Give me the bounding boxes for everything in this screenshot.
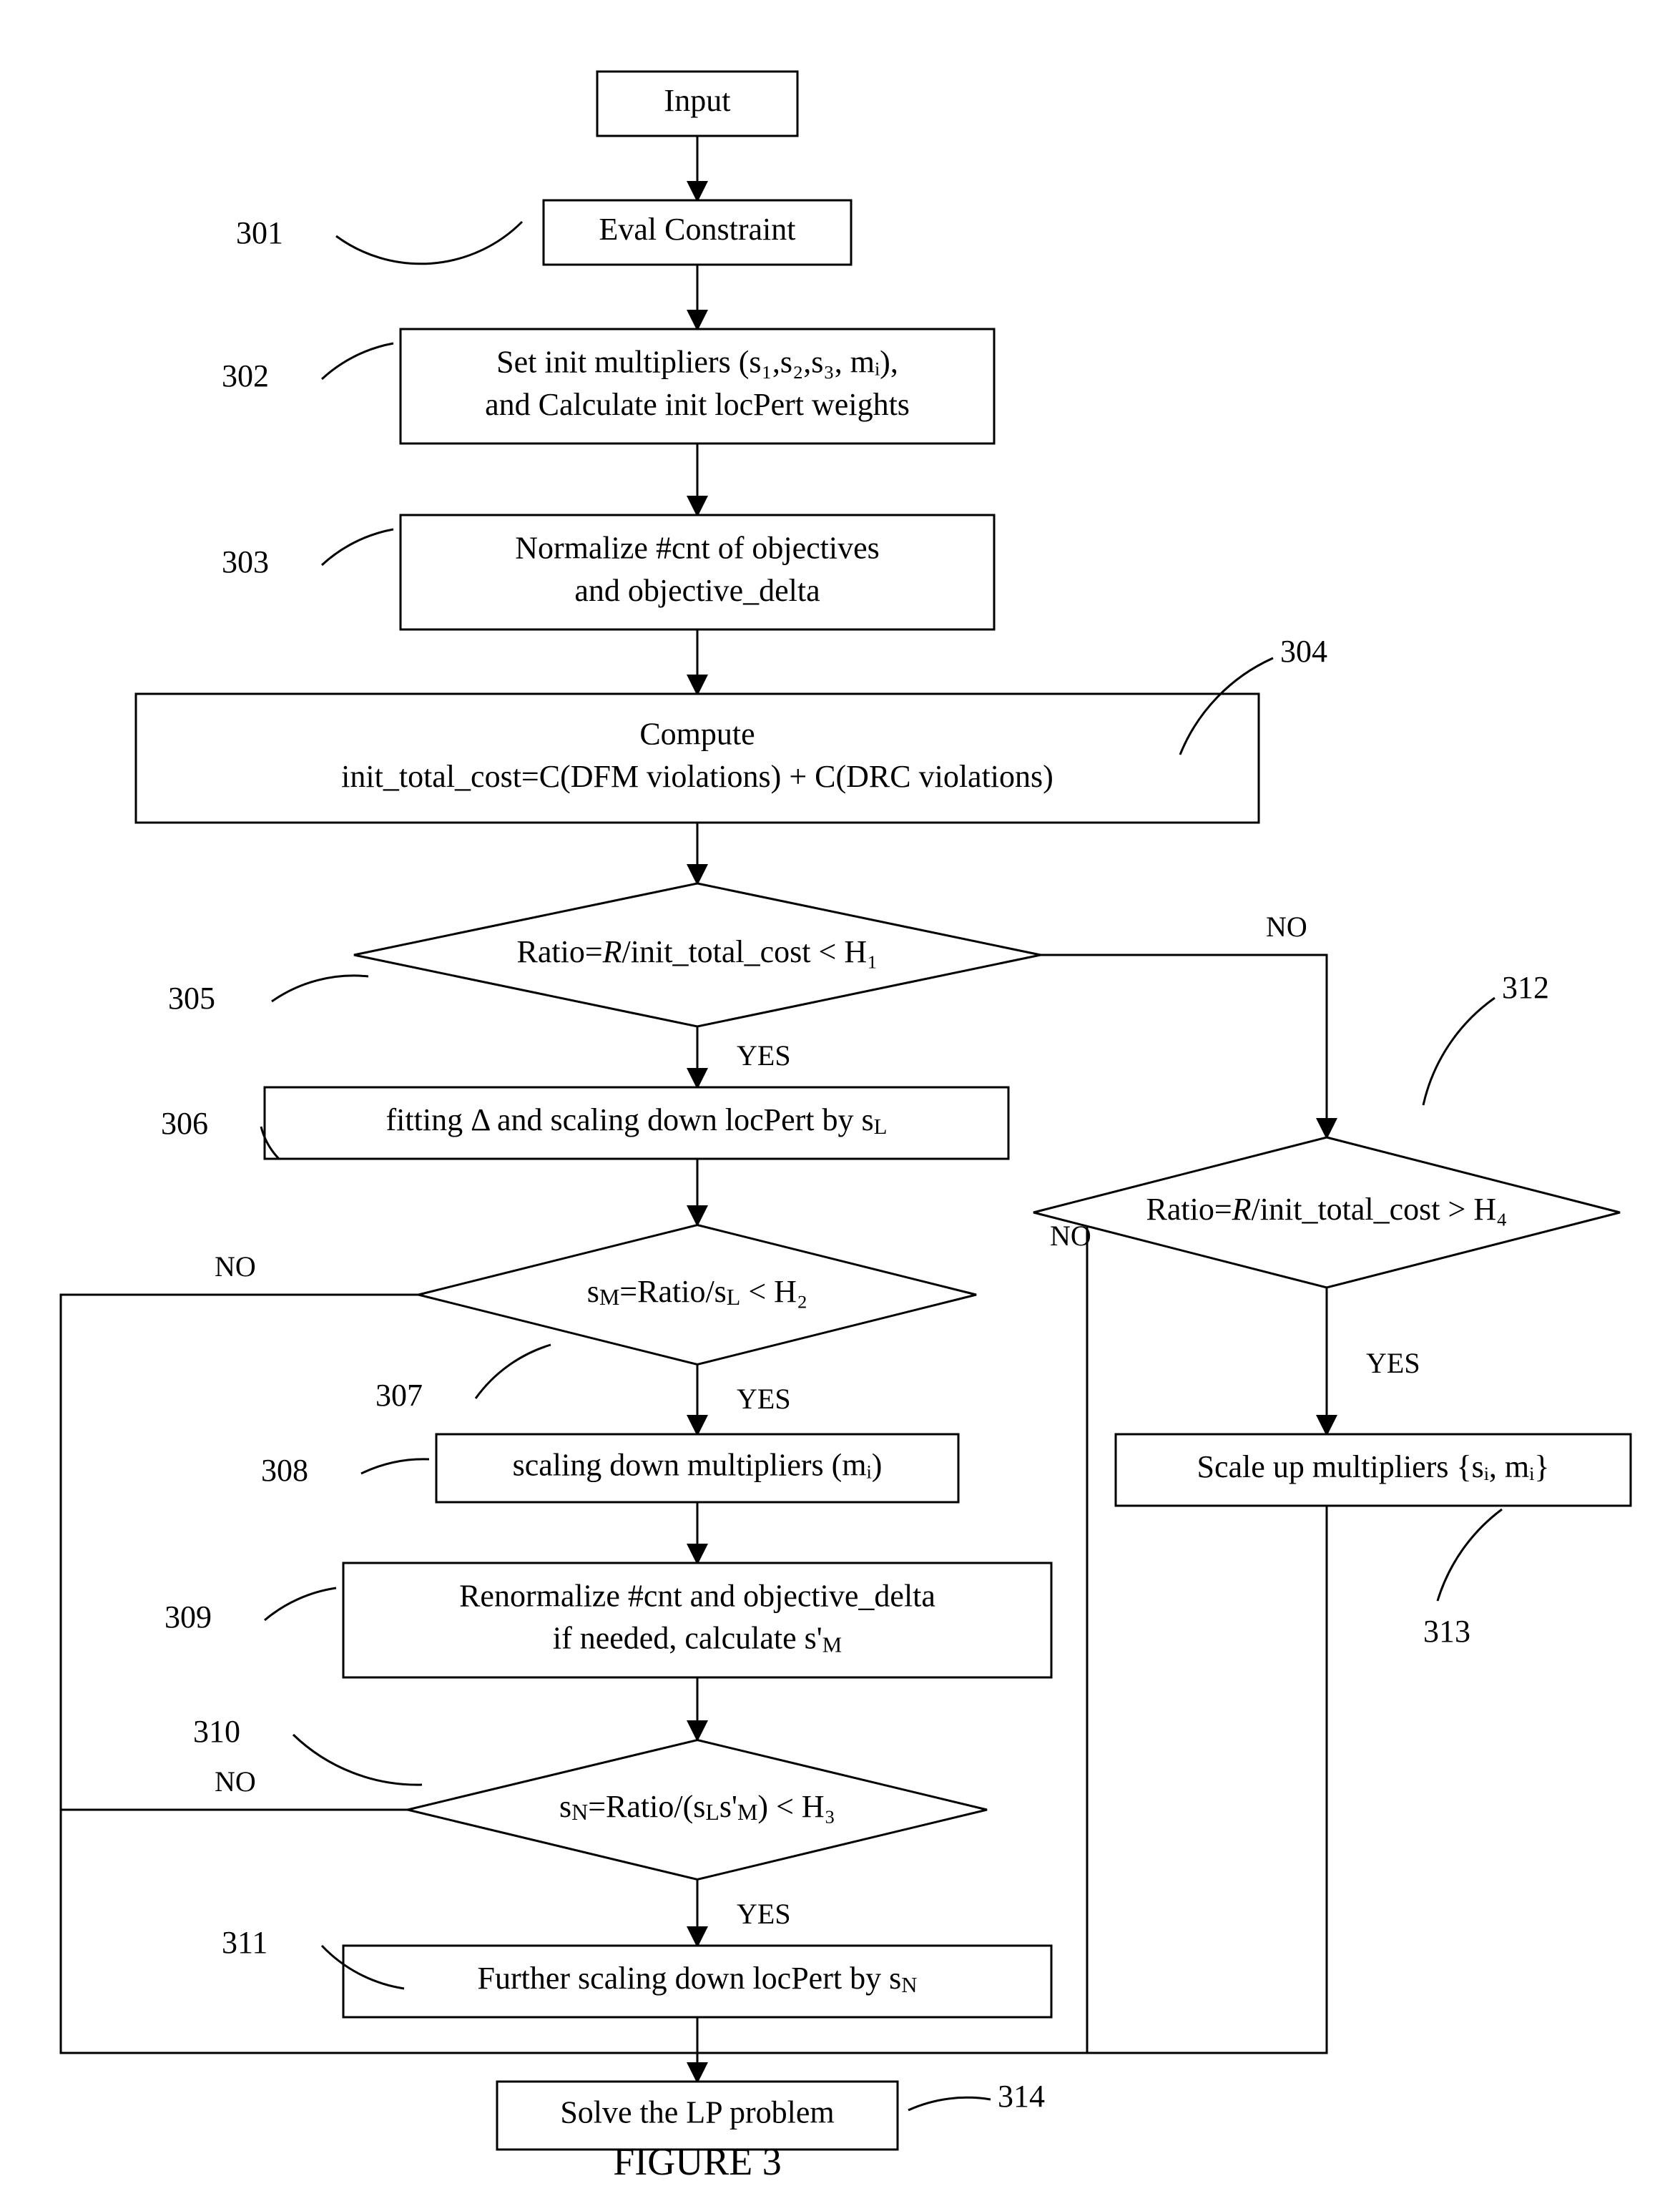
callout-leader [293, 1735, 422, 1785]
callout-ref: 312 [1502, 970, 1549, 1005]
callout-ref: 307 [375, 1378, 423, 1413]
callout-leader [272, 976, 368, 1001]
node-text: Scale up multipliers {sᵢ, mᵢ} [1197, 1449, 1550, 1484]
callout-leader [265, 1588, 336, 1620]
callout-leader [361, 1459, 429, 1474]
edge-label: NO [215, 1250, 256, 1283]
callout-ref: 303 [222, 544, 269, 579]
decision-text: sN=Ratio/(sLs'M) < H₃ [559, 1789, 835, 1825]
flow-edge [1041, 955, 1327, 1137]
callout-ref: 301 [236, 215, 283, 250]
node-text: Compute [639, 716, 755, 751]
node-text: Normalize #cnt of objectives [515, 530, 879, 565]
node-text: Solve the LP problem [560, 2095, 834, 2130]
flowchart-canvas: YESYESYESNOYESNONONOInputEval Constraint… [0, 0, 1680, 2186]
node-text: Set init multipliers (s₁,s₂,s₃, mᵢ), [496, 344, 898, 379]
callout-leader [908, 2097, 991, 2110]
callout-ref: 306 [161, 1106, 208, 1141]
node-text: Renormalize #cnt and objective_delta [459, 1578, 935, 1613]
callout-ref: 310 [193, 1714, 240, 1749]
figure-caption: FIGURE 3 [613, 2140, 782, 2183]
node-text: init_total_cost=C(DFM violations) + C(DR… [341, 759, 1053, 794]
decision-text: sM=Ratio/sL < H₂ [587, 1274, 808, 1310]
decision-text: Ratio=R/init_total_cost > H₄ [1146, 1192, 1508, 1227]
callout-leader [1438, 1509, 1502, 1601]
callout-ref: 311 [222, 1925, 267, 1960]
edge-label: YES [737, 1898, 791, 1930]
node-text: fitting Δ and scaling down locPert by sL [386, 1102, 888, 1139]
node-text: Input [664, 83, 731, 118]
edge-label: YES [737, 1039, 791, 1072]
node-text: scaling down multipliers (mᵢ) [513, 1448, 883, 1483]
edge-label: YES [1366, 1347, 1420, 1379]
node-text: and objective_delta [574, 573, 820, 608]
node-text: Further scaling down locPert by sN [478, 1961, 918, 1997]
callout-ref: 305 [168, 981, 215, 1016]
callout-ref: 313 [1423, 1614, 1470, 1649]
node-text: Eval Constraint [599, 212, 796, 247]
decision-text: Ratio=R/init_total_cost < H₁ [517, 934, 878, 969]
callout-ref: 302 [222, 358, 269, 393]
edge-label: YES [737, 1383, 791, 1415]
callout-leader [476, 1345, 551, 1398]
edge-label: NO [215, 1765, 256, 1798]
callout-ref: 304 [1280, 634, 1327, 669]
node-text: if needed, calculate s'M [553, 1621, 842, 1657]
callout-leader [322, 529, 393, 565]
node-text: and Calculate init locPert weights [485, 387, 910, 422]
callout-ref: 308 [261, 1453, 308, 1488]
callout-leader [336, 222, 522, 264]
callout-ref: 309 [164, 1599, 212, 1634]
edge-label: NO [1266, 911, 1307, 943]
callout-ref: 314 [998, 2079, 1045, 2114]
callout-leader [1423, 998, 1495, 1105]
callout-leader [322, 343, 393, 379]
